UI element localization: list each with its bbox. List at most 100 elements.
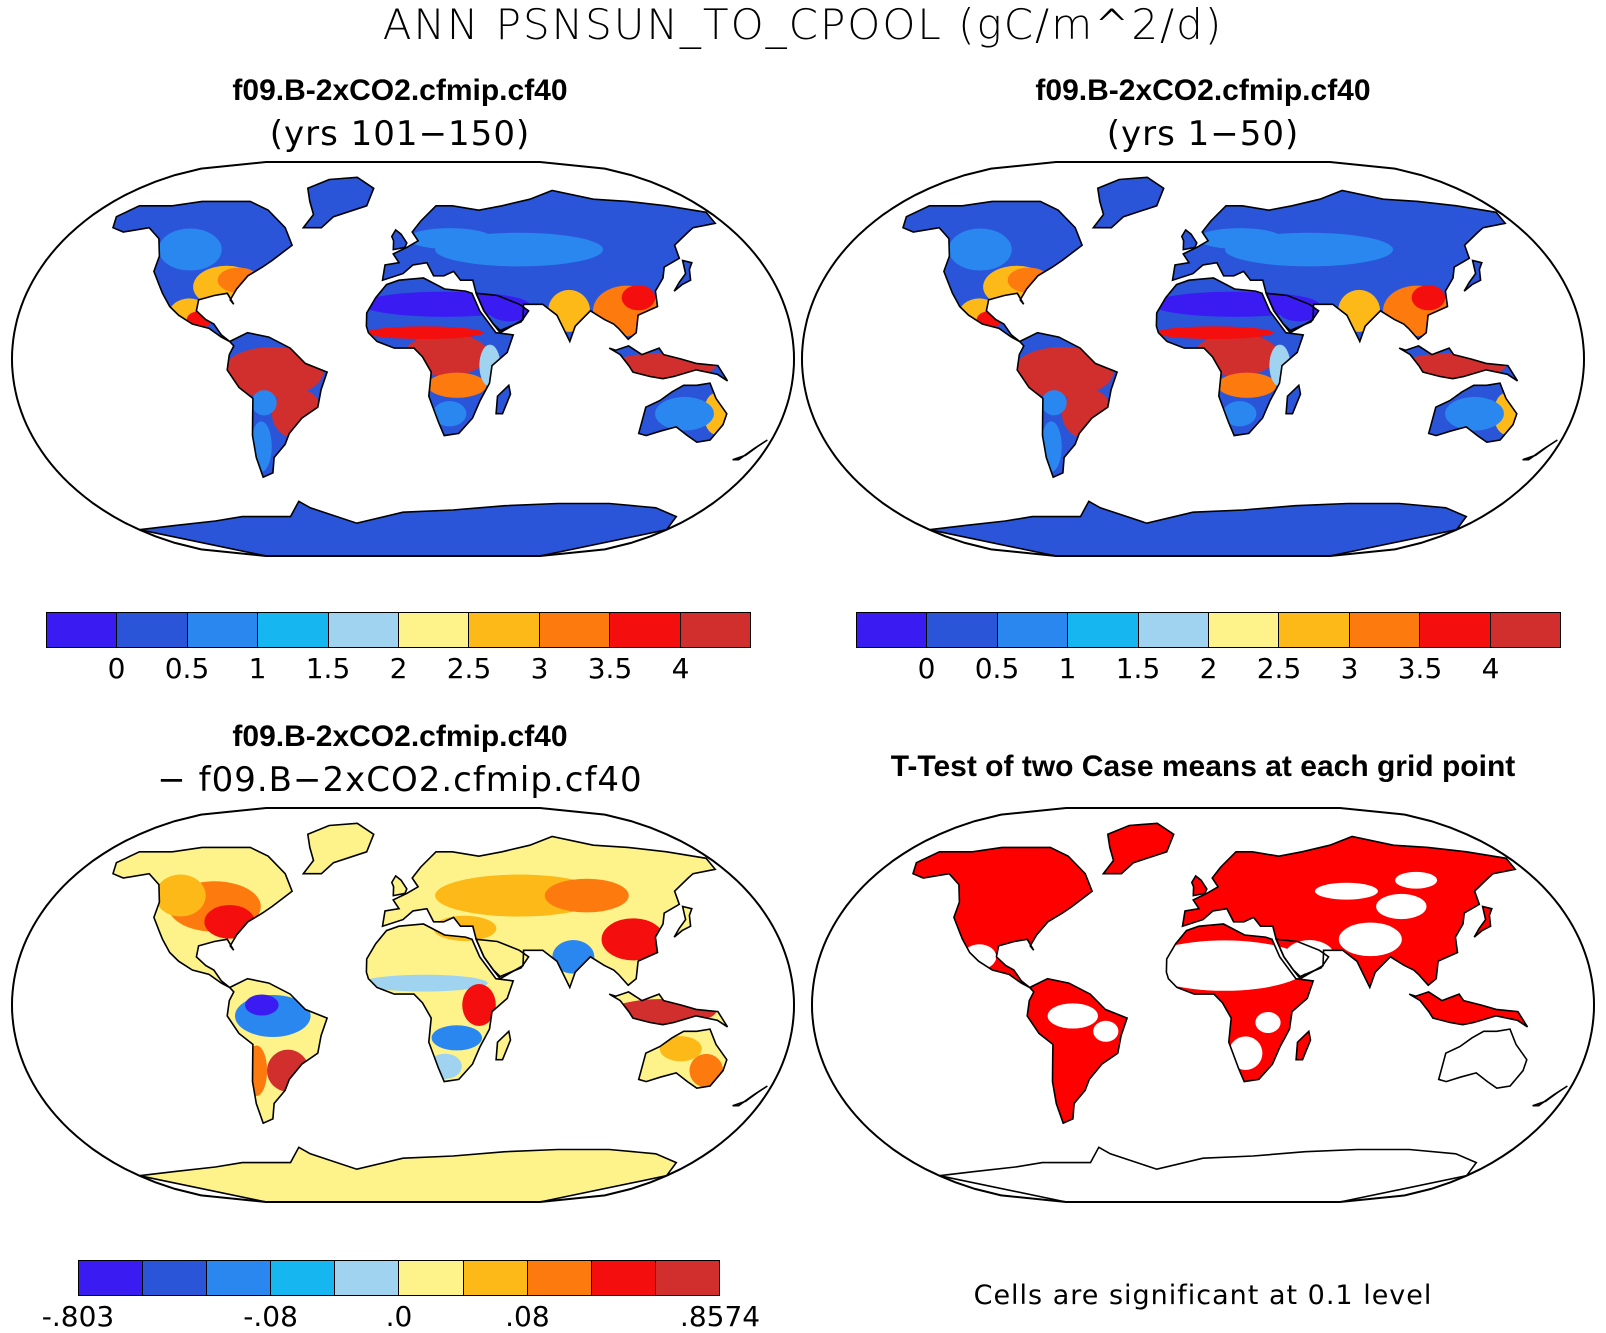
panel2-title: f09.B-2xCO2.cfmip.cf40 — [1035, 74, 1371, 107]
coastline-madagascar — [495, 383, 512, 415]
map-panel-case2 — [800, 161, 1586, 557]
colorbar-tick-label: .8574 — [679, 1300, 761, 1333]
colorbar-tick-label: 0 — [107, 652, 126, 685]
coastline-madagascar — [495, 1029, 512, 1061]
field-patch — [659, 1036, 702, 1062]
colorbar-tick-label: 1.5 — [1115, 652, 1161, 685]
coastline-northAmerica — [112, 200, 294, 343]
coastline-uk — [1190, 874, 1208, 897]
field-patch — [948, 228, 1012, 271]
field-patch — [1217, 372, 1277, 398]
field-patch — [222, 346, 324, 398]
coastline-africa — [1165, 923, 1315, 1083]
coastline-eurasia — [1181, 835, 1517, 990]
coastline-arabia — [1274, 938, 1330, 978]
colorbar-tick-label: 3 — [1340, 652, 1359, 685]
coastline-japan — [1463, 259, 1483, 292]
field-patch — [361, 974, 488, 992]
map-border — [10, 161, 796, 557]
coastline-northAmerica — [902, 200, 1084, 343]
colorbar-swatch — [655, 1261, 719, 1295]
coastline-japan — [1473, 905, 1493, 938]
colorbar-case2 — [856, 612, 1561, 648]
coastline-nz — [732, 439, 768, 461]
colorbar-swatch — [271, 1261, 336, 1295]
coastline-southAmerica — [1026, 977, 1129, 1125]
colorbar-swatch — [857, 613, 928, 647]
map-border — [800, 161, 1586, 557]
coastline-eurasia — [381, 835, 717, 990]
coastline-greenland — [1091, 176, 1165, 229]
coastline-greenland — [301, 822, 375, 875]
field-patch — [601, 918, 665, 961]
coastline-arabia — [474, 938, 530, 978]
field-patch — [251, 390, 277, 416]
colorbar-tick-label: 1 — [1058, 652, 1077, 685]
coastline-madagascar — [1285, 383, 1302, 415]
colorbar-tick-label: 1 — [248, 652, 267, 685]
coastline-southAmerica — [226, 331, 329, 479]
colorbar-tick-label: 0.5 — [164, 652, 210, 685]
map-border — [10, 807, 796, 1203]
coastline-nz — [732, 1085, 768, 1107]
colorbar-swatch — [527, 1261, 592, 1295]
panel4-title: T-Test of two Case means at each grid po… — [890, 750, 1516, 783]
coastline-africa — [365, 923, 515, 1083]
coastline-uk — [390, 228, 408, 251]
coastline-nz — [1522, 439, 1558, 461]
coastline-australia — [1427, 382, 1518, 444]
colorbar-swatch — [1068, 613, 1139, 647]
colorbar-swatch — [335, 1261, 400, 1295]
colorbar-tick-label: 2 — [389, 652, 408, 685]
coastline-africa — [365, 277, 515, 437]
field-patch — [621, 285, 656, 311]
colorbar-case1 — [46, 612, 751, 648]
colorbar-tick-label: 2.5 — [446, 652, 492, 685]
field-patch — [462, 984, 496, 1026]
field-patch — [432, 401, 467, 427]
field-patch — [1151, 291, 1320, 317]
panel3-subtitle: − f09.B−2xCO2.cfmip.cf40 — [157, 760, 643, 800]
coastline-australia — [637, 382, 728, 444]
coastline-japan — [673, 905, 693, 938]
field-patch — [407, 228, 492, 250]
field-patch — [1041, 390, 1067, 416]
colorbar-swatch — [258, 613, 329, 647]
field-patch — [1140, 940, 1309, 991]
coastline-indonesia — [608, 991, 729, 1028]
colorbar-swatch — [591, 1261, 656, 1295]
field-patch — [1197, 228, 1282, 250]
colorbar-tick-label: 3 — [530, 652, 549, 685]
coastline-greenland — [1101, 822, 1175, 875]
field-patch — [365, 326, 484, 340]
field-patch — [1255, 1012, 1281, 1034]
colorbar-swatch — [1490, 613, 1561, 647]
coastline-indonesia — [1398, 345, 1519, 382]
field-patch — [544, 878, 629, 913]
colorbar-tick-label: .0 — [385, 1300, 413, 1333]
field-patch — [655, 396, 714, 431]
coastline-arabia — [474, 292, 530, 332]
coastline-indonesia — [1408, 991, 1529, 1028]
colorbar-swatch — [143, 1261, 208, 1295]
coastline-eurasia — [1171, 189, 1507, 344]
coastline-africa — [1155, 277, 1305, 437]
field-patch — [1228, 1036, 1263, 1070]
panel2-subtitle: (yrs 1−50) — [1106, 114, 1300, 154]
colorbar-tick-label: 2.5 — [1256, 652, 1302, 685]
coastline-greenland — [301, 176, 375, 229]
colorbar-swatch — [1138, 613, 1210, 647]
colorbar-swatch — [399, 1261, 464, 1295]
ttest-significance-note: Cells are significant at 0.1 level — [973, 1280, 1433, 1311]
coastline-australia — [637, 1028, 728, 1090]
colorbar-swatch — [1209, 613, 1280, 647]
coastline-southAmerica — [1016, 331, 1119, 479]
field-patch — [1222, 401, 1257, 427]
map-panel-case1 — [10, 161, 796, 557]
field-patch — [361, 291, 530, 317]
map-border — [810, 807, 1596, 1203]
field-patch — [155, 874, 206, 917]
coastline-southAmerica — [226, 977, 329, 1125]
colorbar-swatch — [997, 613, 1069, 647]
colorbar-difference — [78, 1260, 720, 1296]
